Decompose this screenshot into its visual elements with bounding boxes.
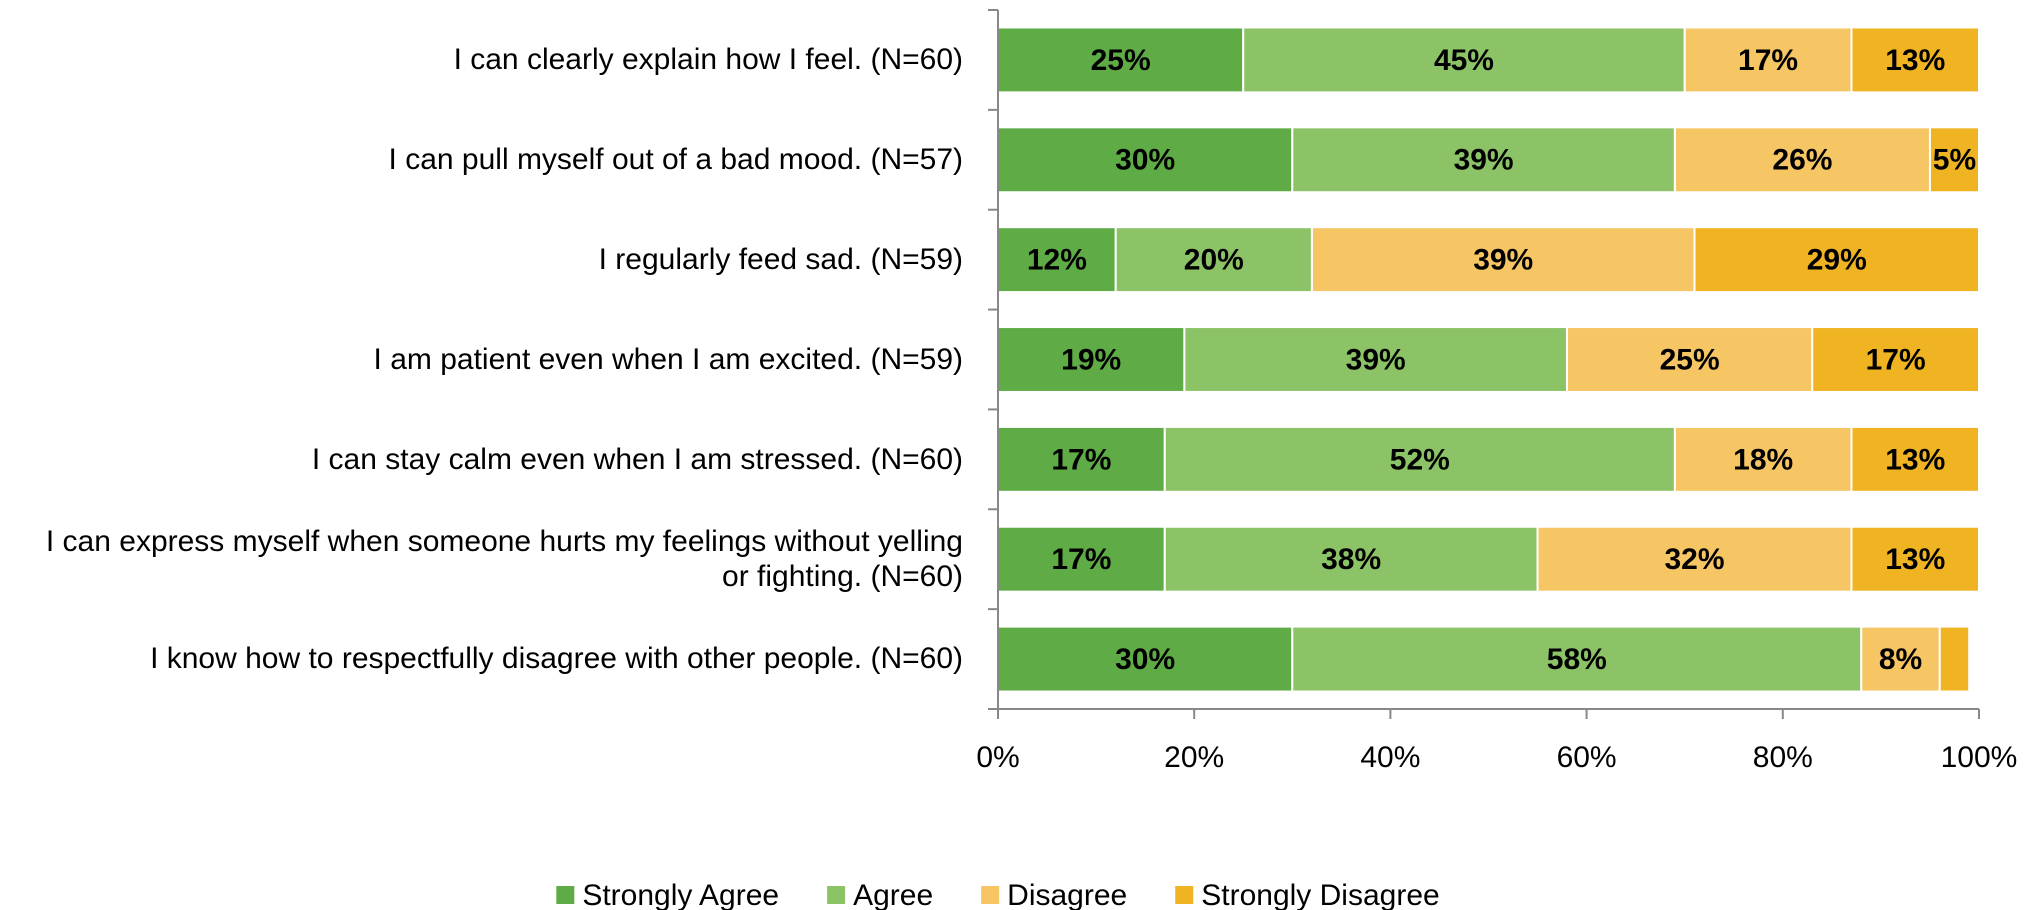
data-label: 30% — [1115, 144, 1175, 177]
data-label: 25% — [1091, 44, 1151, 77]
bar-segment — [997, 425, 1166, 493]
bar-segment — [1183, 326, 1568, 393]
bar-segment — [1811, 326, 1980, 393]
y-tick-label: I know how to respectfully disagree with… — [0, 609, 963, 709]
bar-segment — [1565, 326, 1814, 393]
bar-segment — [1163, 425, 1676, 493]
y-tick-label: I can stay calm even when I am stressed.… — [0, 409, 963, 509]
data-label: 26% — [1772, 144, 1832, 177]
bar-segment — [1928, 126, 1980, 194]
bar-segment — [997, 226, 1117, 294]
y-tick-label: I regularly feed sad. (N=59) — [0, 210, 963, 310]
legend-swatch — [1175, 886, 1194, 904]
bar-segment — [1291, 625, 1863, 693]
x-tick-label: 20% — [1164, 741, 1224, 774]
data-label: 5% — [1933, 144, 1976, 177]
data-label: 17% — [1051, 543, 1111, 576]
x-tick-label: 0% — [976, 741, 1019, 774]
x-tick-label: 80% — [1753, 741, 1813, 774]
bar-segment — [1850, 425, 1980, 493]
data-label: 29% — [1807, 244, 1867, 277]
bar-segment — [1850, 26, 1980, 94]
data-label: 38% — [1321, 543, 1381, 576]
category-text: I am patient even when I am excited. (N=… — [373, 342, 963, 376]
data-label: 12% — [1027, 244, 1087, 277]
bar-segment — [997, 126, 1294, 194]
y-tick-label: I can clearly explain how I feel. (N=60) — [0, 10, 963, 110]
bar-segment — [1163, 525, 1539, 593]
data-label: 19% — [1061, 343, 1121, 376]
data-label: 39% — [1473, 244, 1533, 277]
category-text: I can express myself when someone hurts … — [45, 524, 963, 594]
x-tick-label: 100% — [1941, 741, 2018, 774]
x-tick-label: 40% — [1360, 741, 1420, 774]
bar-segment — [1850, 525, 1980, 593]
data-label: 39% — [1346, 343, 1406, 376]
data-label: 17% — [1738, 44, 1798, 77]
data-label: 52% — [1390, 443, 1450, 476]
legend-swatch — [981, 886, 1000, 904]
data-label: 13% — [1885, 543, 1945, 576]
data-label: 20% — [1184, 244, 1244, 277]
data-label: 13% — [1885, 443, 1945, 476]
bar-segment — [997, 625, 1294, 693]
category-text: I can stay calm even when I am stressed.… — [311, 442, 963, 476]
data-label: 17% — [1051, 443, 1111, 476]
category-text: I know how to respectfully disagree with… — [150, 642, 963, 676]
x-tick-label: 60% — [1557, 741, 1617, 774]
data-label: 58% — [1547, 643, 1607, 676]
bar-segment — [1693, 226, 1980, 294]
y-tick-label: I am patient even when I am excited. (N=… — [0, 310, 963, 410]
category-text: I can clearly explain how I feel. (N=60) — [453, 43, 963, 77]
legend-swatch — [827, 886, 846, 904]
category-text: I can pull myself out of a bad mood. (N=… — [388, 143, 963, 177]
bar-segment — [1536, 525, 1853, 593]
y-tick-label: I can express myself when someone hurts … — [0, 509, 963, 609]
data-label: 13% — [1885, 44, 1945, 77]
legend-label: Strongly Agree — [582, 879, 779, 910]
data-label: 18% — [1733, 443, 1793, 476]
data-label: 32% — [1664, 543, 1724, 576]
legend-label: Disagree — [1007, 879, 1127, 910]
bar-segment — [1673, 425, 1853, 493]
legend-swatch — [556, 886, 575, 904]
data-label: 17% — [1866, 343, 1926, 376]
data-label: 39% — [1454, 144, 1514, 177]
bar-segment — [1291, 126, 1676, 194]
bar-segment — [1242, 26, 1686, 94]
data-label: 8% — [1879, 643, 1922, 676]
bar-segment — [997, 26, 1245, 94]
data-label: 45% — [1434, 44, 1494, 77]
legend-label: Strongly Disagree — [1201, 879, 1439, 910]
legend-label: Agree — [853, 879, 933, 910]
bar-segment — [1860, 625, 1941, 693]
data-label: 30% — [1115, 643, 1175, 676]
y-tick-label: I can pull myself out of a bad mood. (N=… — [0, 110, 963, 210]
bar-segment — [997, 326, 1186, 393]
data-label: 25% — [1660, 343, 1720, 376]
bar-segment — [1114, 226, 1313, 294]
bar-segment — [1938, 625, 1971, 693]
category-text: I regularly feed sad. (N=59) — [598, 242, 963, 276]
bar-segment — [997, 525, 1166, 593]
